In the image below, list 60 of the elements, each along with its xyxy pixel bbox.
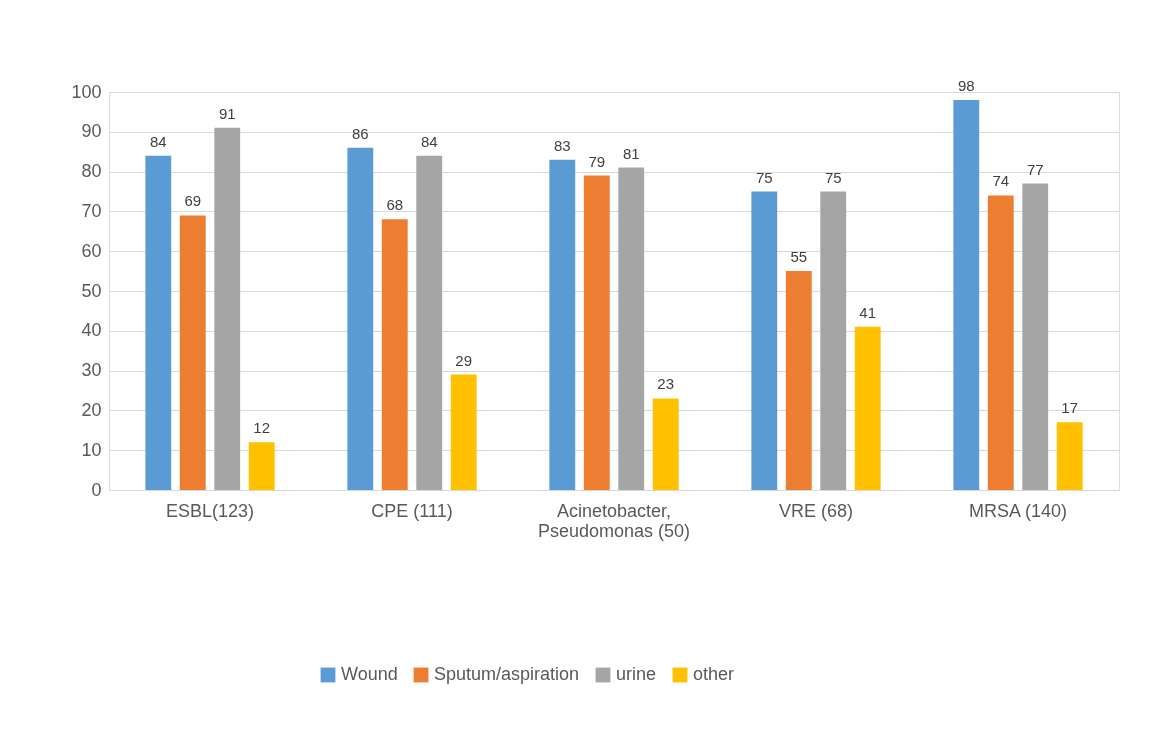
bar — [785, 271, 812, 490]
bar — [450, 374, 477, 490]
bar — [618, 167, 645, 490]
bar — [987, 195, 1014, 490]
y-tick-label: 20 — [81, 399, 102, 420]
bar — [751, 191, 778, 490]
data-label: 91 — [218, 104, 236, 122]
bar — [347, 147, 374, 490]
data-label: 83 — [553, 136, 571, 154]
bar — [214, 127, 241, 490]
x-tick-label: VRE (68) — [778, 500, 854, 521]
y-tick-label: 70 — [81, 200, 102, 221]
legend-label: Wound — [341, 664, 398, 684]
x-tick-label: MRSA (140) — [968, 500, 1068, 521]
data-label: 81 — [622, 144, 640, 162]
y-tick-label: 100 — [71, 81, 102, 102]
data-label: 75 — [824, 168, 842, 186]
data-label: 12 — [253, 419, 271, 437]
y-tick-label: 60 — [81, 240, 102, 261]
bar — [145, 155, 172, 490]
y-tick-label: 50 — [81, 280, 102, 301]
bar — [1056, 422, 1083, 490]
y-tick-label: 40 — [81, 320, 102, 341]
legend-label: Sputum/aspiration — [434, 664, 580, 684]
x-tick-label: ESBL(123) — [165, 500, 255, 521]
x-tick-label: Acinetobacter, Pseudomonas (50) — [537, 500, 691, 541]
bar — [179, 215, 206, 490]
data-label: 86 — [351, 124, 369, 142]
legend-label: other — [693, 664, 735, 684]
y-tick-label: 30 — [81, 360, 102, 381]
bar — [248, 442, 275, 490]
y-tick-label: 90 — [81, 121, 102, 142]
bar — [652, 398, 679, 490]
x-tick-label: CPE (111) — [371, 500, 453, 521]
data-label: 69 — [184, 192, 202, 210]
data-label: 41 — [859, 303, 877, 321]
legend-label: urine — [616, 664, 657, 684]
data-label: 98 — [957, 76, 975, 94]
bar — [953, 99, 980, 490]
data-label: 17 — [1061, 399, 1079, 417]
data-label: 75 — [755, 168, 773, 186]
data-label: 84 — [149, 132, 167, 150]
bar — [820, 191, 847, 490]
y-tick-label: 0 — [91, 479, 102, 500]
data-label: 55 — [790, 248, 808, 266]
bar — [854, 326, 881, 490]
data-label: 79 — [588, 152, 606, 170]
data-label: 23 — [657, 375, 675, 393]
y-tick-label: 10 — [81, 439, 102, 460]
data-label: 74 — [992, 172, 1010, 190]
bar — [583, 175, 610, 490]
data-label: 77 — [1026, 160, 1044, 178]
y-tick-label: 80 — [81, 161, 102, 182]
bar — [381, 219, 408, 490]
data-label: 68 — [386, 196, 404, 214]
bar — [1022, 183, 1049, 490]
data-label: 29 — [455, 351, 473, 369]
data-label: 84 — [420, 132, 438, 150]
bar — [416, 155, 443, 490]
bar — [549, 159, 576, 490]
